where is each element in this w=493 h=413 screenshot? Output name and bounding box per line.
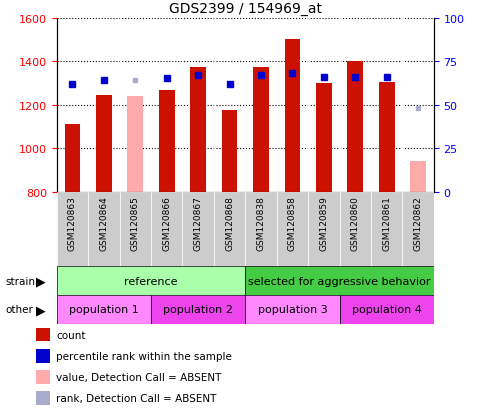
Bar xyxy=(253,67,269,192)
Bar xyxy=(379,83,394,192)
Text: selected for aggressive behavior: selected for aggressive behavior xyxy=(248,276,431,286)
Text: population 3: population 3 xyxy=(257,305,327,315)
Bar xyxy=(371,192,402,266)
Text: strain: strain xyxy=(5,276,35,286)
Text: population 4: population 4 xyxy=(352,305,422,315)
Bar xyxy=(402,192,434,266)
Bar xyxy=(222,111,238,192)
Text: count: count xyxy=(56,330,86,340)
Bar xyxy=(36,370,50,384)
Bar xyxy=(340,295,434,324)
Text: ▶: ▶ xyxy=(35,274,45,287)
Text: GSM120865: GSM120865 xyxy=(131,196,140,251)
Text: GSM120862: GSM120862 xyxy=(414,196,423,250)
Bar xyxy=(245,295,340,324)
Text: population 1: population 1 xyxy=(69,305,139,315)
Text: GSM120863: GSM120863 xyxy=(68,196,77,251)
Text: percentile rank within the sample: percentile rank within the sample xyxy=(56,351,232,361)
Bar xyxy=(159,91,175,192)
Bar xyxy=(308,192,340,266)
Bar xyxy=(182,192,214,266)
Text: other: other xyxy=(5,305,33,315)
Text: value, Detection Call = ABSENT: value, Detection Call = ABSENT xyxy=(56,372,221,382)
Text: reference: reference xyxy=(124,276,178,286)
Text: ▶: ▶ xyxy=(35,303,45,316)
Bar xyxy=(57,295,151,324)
Bar xyxy=(36,328,50,342)
Bar xyxy=(277,192,308,266)
Bar xyxy=(410,161,426,192)
Bar xyxy=(190,67,206,192)
Text: GSM120838: GSM120838 xyxy=(256,196,266,251)
Bar xyxy=(96,95,112,192)
Bar xyxy=(348,62,363,192)
Bar xyxy=(88,192,119,266)
Bar xyxy=(284,40,300,192)
Text: GSM120860: GSM120860 xyxy=(351,196,360,251)
Text: GSM120858: GSM120858 xyxy=(288,196,297,251)
Bar xyxy=(127,97,143,192)
Text: GSM120867: GSM120867 xyxy=(194,196,203,251)
Text: rank, Detection Call = ABSENT: rank, Detection Call = ABSENT xyxy=(56,393,216,403)
Bar xyxy=(57,192,88,266)
Bar xyxy=(57,266,245,295)
Title: GDS2399 / 154969_at: GDS2399 / 154969_at xyxy=(169,2,322,16)
Bar xyxy=(340,192,371,266)
Bar xyxy=(36,349,50,363)
Text: GSM120859: GSM120859 xyxy=(319,196,328,251)
Bar xyxy=(245,266,434,295)
Text: GSM120864: GSM120864 xyxy=(99,196,108,250)
Bar xyxy=(214,192,246,266)
Text: GSM120866: GSM120866 xyxy=(162,196,171,251)
Bar xyxy=(36,392,50,405)
Bar xyxy=(65,125,80,192)
Bar xyxy=(245,192,277,266)
Bar xyxy=(316,83,332,192)
Text: population 2: population 2 xyxy=(163,305,233,315)
Text: GSM120868: GSM120868 xyxy=(225,196,234,251)
Bar xyxy=(151,192,182,266)
Bar xyxy=(151,295,245,324)
Text: GSM120861: GSM120861 xyxy=(382,196,391,251)
Bar xyxy=(119,192,151,266)
